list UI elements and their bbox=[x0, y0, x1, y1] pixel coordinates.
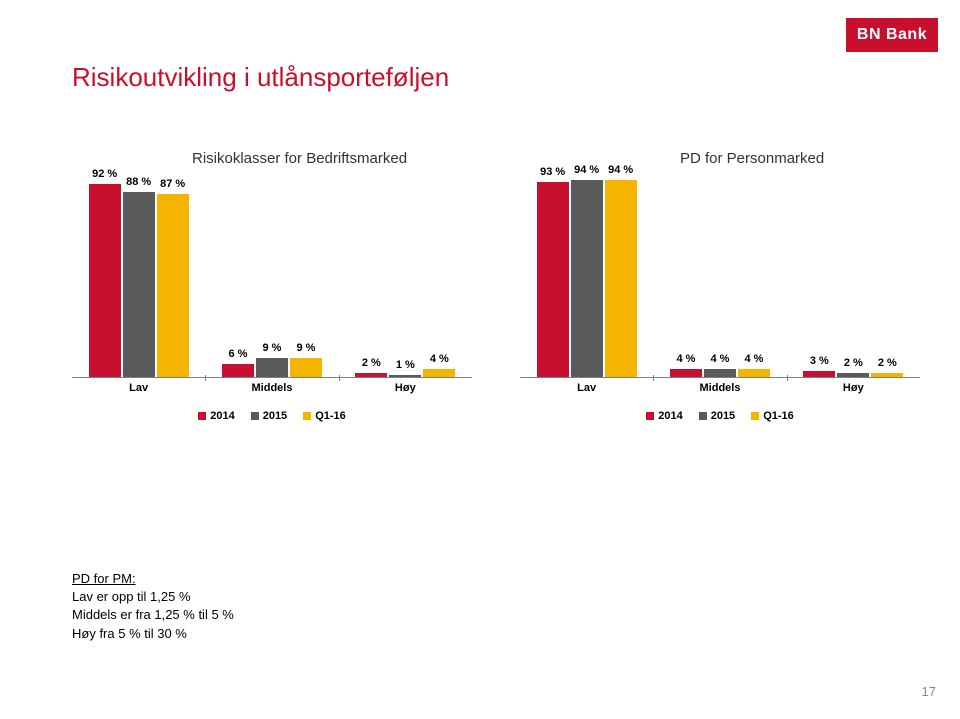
bar-value-label: 2 % bbox=[362, 357, 381, 369]
bar-group: 93 %94 %94 % bbox=[520, 168, 653, 377]
bar: 94 % bbox=[571, 180, 603, 377]
chart-right-axis-labels: LavMiddelsHøy bbox=[520, 382, 920, 394]
axis-category-label: Lav bbox=[520, 382, 653, 394]
legend-swatch bbox=[198, 412, 206, 420]
bar: 93 % bbox=[537, 182, 569, 377]
axis-category-label: Høy bbox=[787, 382, 920, 394]
bar-value-label: 2 % bbox=[878, 357, 897, 369]
legend-label: 2014 bbox=[210, 410, 234, 422]
legend-item: 2014 bbox=[646, 410, 682, 422]
bar-value-label: 92 % bbox=[92, 168, 117, 180]
bar: 4 % bbox=[704, 369, 736, 377]
legend-swatch bbox=[646, 412, 654, 420]
bar-value-label: 87 % bbox=[160, 178, 185, 190]
bar: 6 % bbox=[222, 364, 254, 377]
axis-category-label: Middels bbox=[205, 382, 338, 394]
bar-value-label: 6 % bbox=[229, 348, 248, 360]
bar-value-label: 4 % bbox=[745, 353, 764, 365]
chart-right-plot: 93 %94 %94 %4 %4 %4 %3 %2 %2 % bbox=[520, 168, 920, 378]
legend-label: Q1-16 bbox=[315, 410, 346, 422]
chart-bedriftsmarked: Risikoklasser for Bedriftsmarked 92 %88 … bbox=[72, 150, 472, 430]
legend-item: Q1-16 bbox=[751, 410, 794, 422]
legend-item: 2015 bbox=[251, 410, 287, 422]
chart-personmarked: PD for Personmarked 93 %94 %94 %4 %4 %4 … bbox=[520, 150, 920, 430]
bar-value-label: 1 % bbox=[396, 359, 415, 371]
bar-group: 3 %2 %2 % bbox=[787, 168, 920, 377]
bar-value-label: 9 % bbox=[297, 342, 316, 354]
footnote-line: Middels er fra 1,25 % til 5 % bbox=[72, 606, 234, 624]
bar: 2 % bbox=[837, 373, 869, 377]
legend-swatch bbox=[251, 412, 259, 420]
footnote: PD for PM: Lav er opp til 1,25 % Middels… bbox=[72, 570, 234, 643]
bar: 2 % bbox=[355, 373, 387, 377]
axis-category-label: Høy bbox=[339, 382, 472, 394]
legend-swatch bbox=[751, 412, 759, 420]
axis-category-label: Lav bbox=[72, 382, 205, 394]
bar: 3 % bbox=[803, 371, 835, 377]
bar-group: 6 %9 %9 % bbox=[205, 168, 338, 377]
legend-swatch bbox=[303, 412, 311, 420]
bar-value-label: 2 % bbox=[844, 357, 863, 369]
bar-value-label: 93 % bbox=[540, 166, 565, 178]
legend-item: 2014 bbox=[198, 410, 234, 422]
bar: 1 % bbox=[389, 375, 421, 377]
bar-value-label: 94 % bbox=[608, 164, 633, 176]
bar: 2 % bbox=[871, 373, 903, 377]
bar: 94 % bbox=[605, 180, 637, 377]
bar-value-label: 94 % bbox=[574, 164, 599, 176]
chart-left-axis-labels: LavMiddelsHøy bbox=[72, 382, 472, 394]
page-number: 17 bbox=[922, 684, 936, 699]
footnote-line: Høy fra 5 % til 30 % bbox=[72, 625, 234, 643]
legend-item: 2015 bbox=[699, 410, 735, 422]
footnote-heading: PD for PM: bbox=[72, 570, 234, 588]
bar-group: 92 %88 %87 % bbox=[72, 168, 205, 377]
bar-value-label: 4 % bbox=[430, 353, 449, 365]
bar: 92 % bbox=[89, 184, 121, 377]
bar: 4 % bbox=[670, 369, 702, 377]
legend-label: 2015 bbox=[263, 410, 287, 422]
bar-value-label: 4 % bbox=[711, 353, 730, 365]
bar: 9 % bbox=[256, 358, 288, 377]
legend-label: 2014 bbox=[658, 410, 682, 422]
chart-left-legend: 2014 2015 Q1-16 bbox=[72, 410, 472, 422]
bar-group: 2 %1 %4 % bbox=[339, 168, 472, 377]
brand-logo: BN Bank bbox=[846, 18, 938, 52]
bar-value-label: 88 % bbox=[126, 176, 151, 188]
bar-value-label: 9 % bbox=[263, 342, 282, 354]
legend-swatch bbox=[699, 412, 707, 420]
page-title: Risikoutvikling i utlånsporteføljen bbox=[72, 62, 449, 93]
bar-value-label: 3 % bbox=[810, 355, 829, 367]
axis-category-label: Middels bbox=[653, 382, 786, 394]
footnote-line: Lav er opp til 1,25 % bbox=[72, 588, 234, 606]
bar: 4 % bbox=[423, 369, 455, 377]
bar: 9 % bbox=[290, 358, 322, 377]
bar-value-label: 4 % bbox=[677, 353, 696, 365]
chart-right-title: PD for Personmarked bbox=[680, 150, 824, 167]
legend-label: 2015 bbox=[711, 410, 735, 422]
chart-right-legend: 2014 2015 Q1-16 bbox=[520, 410, 920, 422]
bar: 88 % bbox=[123, 192, 155, 377]
bar-group: 4 %4 %4 % bbox=[653, 168, 786, 377]
chart-left-plot: 92 %88 %87 %6 %9 %9 %2 %1 %4 % bbox=[72, 168, 472, 378]
legend-item: Q1-16 bbox=[303, 410, 346, 422]
chart-left-title: Risikoklasser for Bedriftsmarked bbox=[192, 150, 407, 167]
bar: 4 % bbox=[738, 369, 770, 377]
legend-label: Q1-16 bbox=[763, 410, 794, 422]
bar: 87 % bbox=[157, 194, 189, 377]
